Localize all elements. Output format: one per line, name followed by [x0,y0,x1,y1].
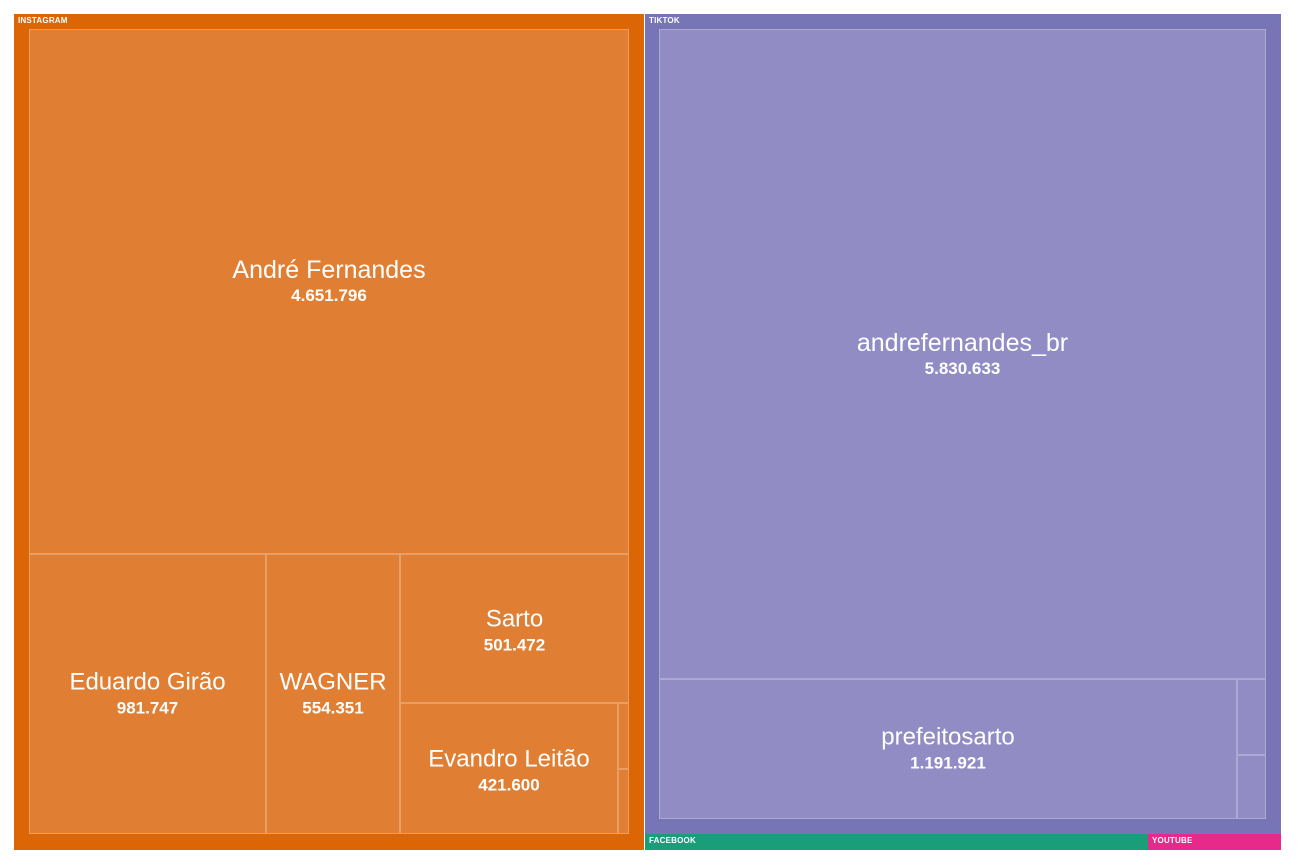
tile-name: Eduardo Girão [69,668,226,696]
tile-value: 501.472 [483,635,546,655]
tile-text: andrefernandes_br 5.830.633 [660,328,1265,380]
tile-eduardo-girao[interactable]: Eduardo Girão 981.747 [29,554,266,834]
tile-text: Eduardo Girão 981.747 [30,669,265,720]
tile-value: 4.651.796 [291,285,367,305]
tile-sarto[interactable]: Sarto 501.472 [400,554,629,703]
tile-name: Evandro Leitão [428,745,590,773]
group-label: INSTAGRAM [18,16,68,25]
group-youtube: YOUTUBE [1148,834,1281,850]
tile-name: andrefernandes_br [856,328,1069,357]
tile-small[interactable] [618,769,629,834]
tile-name: WAGNER [279,668,387,696]
group-label: YOUTUBE [1152,836,1193,845]
tile-value: 421.600 [478,775,540,795]
tile-value: 554.351 [302,698,364,718]
tile-small[interactable] [1237,755,1266,819]
tile-small[interactable] [618,703,629,769]
tile-name: Sarto [485,605,544,633]
tile-small[interactable] [1237,679,1266,755]
tile-andre-fernandes[interactable]: André Fernandes 4.651.796 [29,29,629,554]
group-facebook: FACEBOOK [645,834,1148,850]
tile-prefeitosarto[interactable]: prefeitosarto 1.191.921 [659,679,1237,819]
tile-text: prefeitosarto 1.191.921 [660,724,1236,775]
tile-value: 5.830.633 [924,358,1001,378]
tile-text: WAGNER 554.351 [267,669,399,720]
tile-text: Sarto 501.472 [401,606,628,657]
tile-text: André Fernandes 4.651.796 [30,255,628,307]
group-label: TIKTOK [649,16,680,25]
tile-value: 981.747 [116,698,179,718]
tile-text: Evandro Leitão 421.600 [401,746,617,797]
tile-name: André Fernandes [232,255,426,284]
tile-wagner[interactable]: WAGNER 554.351 [266,554,400,834]
tile-andrefernandes-br[interactable]: andrefernandes_br 5.830.633 [659,29,1266,679]
tile-name: prefeitosarto [881,723,1015,751]
tile-value: 1.191.921 [910,753,986,773]
tile-evandro-leitao[interactable]: Evandro Leitão 421.600 [400,703,618,834]
group-label: FACEBOOK [649,836,696,845]
